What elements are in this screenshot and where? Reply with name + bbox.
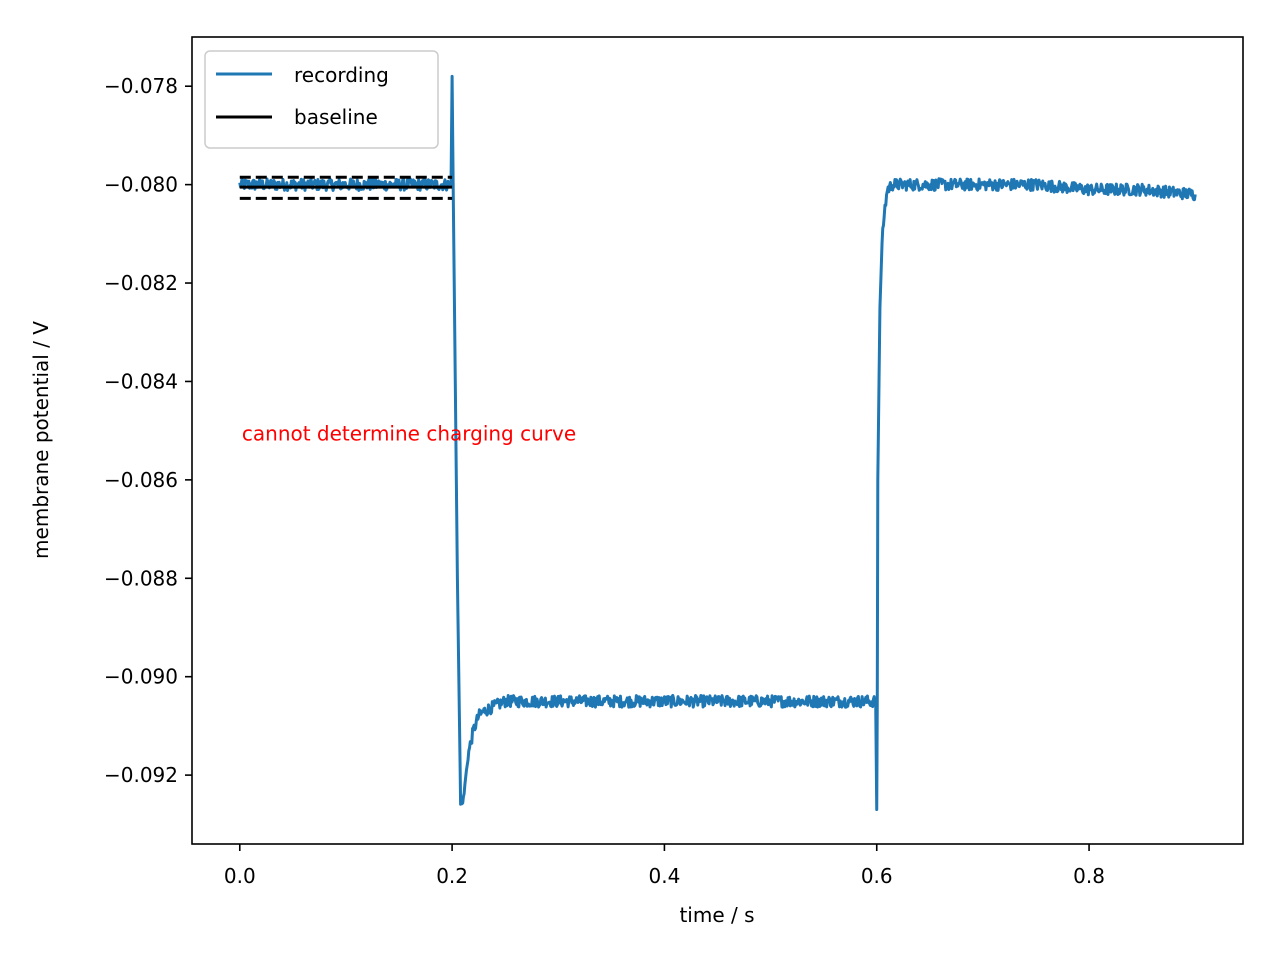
y-axis: −0.078 −0.080 −0.082 −0.084 −0.086 −0.088 −0.0…: [104, 74, 192, 787]
y-tick-label: −0.084: [104, 369, 178, 393]
y-tick-label: −0.086: [104, 468, 178, 492]
y-tick-label: −0.090: [104, 665, 178, 689]
x-tick-label: 0.0: [224, 864, 256, 888]
legend-baseline-label: baseline: [294, 105, 378, 129]
x-tick-label: 0.8: [1073, 864, 1105, 888]
x-tick-label: 0.2: [436, 864, 468, 888]
data-layer: [238, 74, 1197, 812]
y-tick-label: −0.092: [104, 763, 178, 787]
y-tick-label: −0.080: [104, 173, 178, 197]
x-axis-title: time / s: [679, 903, 754, 927]
recording-line: [238, 74, 1197, 812]
legend: recording baseline: [204, 50, 439, 149]
y-tick-label: −0.082: [104, 271, 178, 295]
y-tick-label: −0.078: [104, 74, 178, 98]
charging-curve-annotation: cannot determine charging curve: [242, 422, 576, 446]
plot-frame: [191, 36, 1244, 845]
y-tick-label: −0.088: [104, 566, 178, 590]
x-tick-label: 0.6: [861, 864, 893, 888]
x-axis: 0.0 0.2 0.4 0.6 0.8: [224, 844, 1105, 888]
y-axis-title: membrane potential / V: [29, 321, 53, 559]
legend-recording-label: recording: [294, 63, 389, 87]
x-tick-label: 0.4: [649, 864, 681, 888]
